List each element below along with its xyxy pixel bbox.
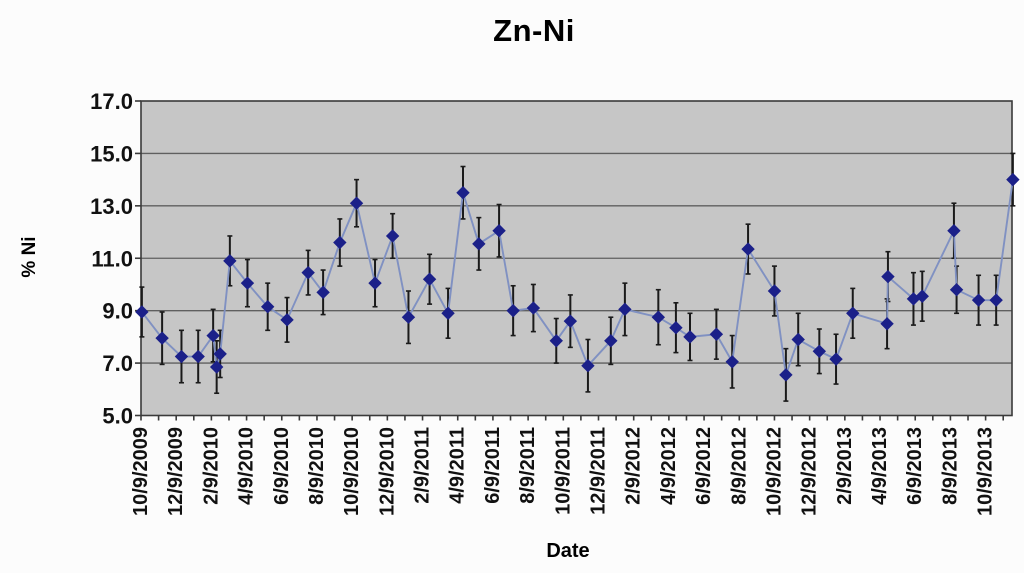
x-tick-label: 2/9/2011	[412, 427, 434, 504]
x-tick-label: 2/9/2012	[623, 427, 645, 505]
x-axis-title: Date	[546, 540, 590, 562]
data-point-marker	[506, 303, 520, 318]
x-tick-label: 12/9/2012	[799, 427, 821, 516]
data-point-marker	[683, 330, 697, 344]
data-point-marker	[604, 334, 618, 348]
data-point-marker	[333, 235, 347, 250]
x-tick-label: 4/9/2012	[658, 427, 680, 505]
x-tick-label: 10/9/2010	[341, 427, 363, 516]
x-tick-label: 12/9/2009	[165, 427, 187, 516]
x-tick-label: 8/9/2012	[728, 427, 750, 505]
data-point-marker	[240, 276, 255, 290]
chart-title: Zn-Ni	[493, 13, 575, 48]
data-point-marker	[880, 317, 894, 331]
data-point-marker	[779, 368, 793, 382]
data-point-marker	[651, 310, 666, 324]
data-point-marker	[881, 269, 895, 284]
data-point-marker	[280, 313, 294, 327]
data-point-marker	[135, 305, 149, 319]
data-point-marker	[401, 310, 416, 324]
data-point-marker	[492, 224, 506, 238]
data-point-marker	[581, 359, 595, 373]
data-point-marker	[349, 196, 364, 210]
series-markers	[135, 172, 1020, 382]
y-tick-labels: 5.0 7.0 9.0 11.0 13.0 15.0 17.0	[90, 89, 133, 429]
data-point-marker	[422, 272, 437, 286]
x-tick-label: 6/9/2013	[904, 427, 926, 505]
data-point-marker	[316, 285, 330, 300]
x-tick-label: 4/9/2011	[447, 427, 469, 504]
data-point-marker	[989, 293, 1003, 307]
x-tick-label: 10/9/2009	[130, 427, 152, 516]
y-tick-label: 11.0	[91, 246, 133, 271]
data-point-marker	[385, 229, 400, 243]
y-tick-label: 17.0	[90, 89, 133, 114]
data-point-marker	[260, 300, 275, 314]
data-point-marker	[155, 331, 169, 345]
y-axis-ticks	[135, 100, 141, 417]
x-tick-label: 8/9/2013	[939, 427, 961, 505]
h-gridlines	[141, 152, 1012, 364]
x-tick-labels: 10/9/2009 12/9/2009 2/9/2010 4/9/2010 6/9/20…	[130, 427, 997, 516]
data-point-marker	[549, 334, 563, 348]
data-point-marker	[709, 327, 724, 341]
data-point-marker	[791, 332, 805, 347]
data-point-marker	[563, 314, 578, 328]
data-point-marker	[368, 276, 382, 290]
x-tick-label: 6/9/2010	[271, 427, 293, 505]
data-point-marker	[971, 293, 986, 307]
x-tick-label: 10/9/2011	[552, 427, 574, 515]
data-point-marker	[456, 186, 470, 200]
y-tick-label: 9.0	[102, 299, 133, 324]
data-point-marker	[526, 301, 541, 315]
x-tick-label: 10/9/2012	[763, 427, 785, 516]
data-point-marker	[767, 284, 782, 298]
data-point-marker	[209, 360, 224, 374]
data-point-marker	[725, 355, 739, 369]
data-point-marker	[441, 306, 455, 320]
x-tick-label: 6/9/2012	[693, 427, 715, 505]
x-tick-label: 12/9/2011	[587, 427, 609, 515]
x-tick-label: 4/9/2010	[236, 427, 258, 505]
data-point-marker	[301, 265, 315, 280]
data-point-marker	[947, 224, 961, 238]
x-tick-label: 6/9/2011	[482, 427, 504, 504]
data-point-marker	[618, 302, 632, 317]
data-point-marker	[669, 321, 683, 335]
x-axis-ticks	[140, 415, 1005, 421]
x-tick-label: 2/9/2010	[200, 427, 222, 505]
data-point-marker	[191, 349, 205, 364]
data-point-marker	[949, 283, 964, 297]
x-tick-label: 8/9/2010	[306, 427, 328, 505]
data-point-marker	[846, 306, 860, 320]
y-tick-label: 13.0	[90, 194, 133, 219]
x-tick-label: 10/9/2013	[975, 427, 997, 516]
data-point-marker	[915, 289, 929, 303]
x-tick-label: 8/9/2011	[517, 427, 539, 504]
data-point-marker	[213, 347, 227, 361]
data-point-marker	[223, 254, 237, 268]
data-point-marker	[174, 349, 189, 364]
data-point-marker	[1006, 172, 1020, 187]
data-point-marker	[472, 237, 486, 251]
y-tick-label: 5.0	[102, 404, 133, 429]
y-tick-label: 15.0	[90, 141, 133, 166]
x-tick-label: 4/9/2013	[869, 427, 891, 505]
data-point-marker	[741, 242, 755, 256]
data-point-marker	[829, 352, 843, 366]
data-point-marker	[812, 344, 827, 358]
x-tick-label: 2/9/2013	[834, 427, 856, 505]
data-point-marker	[206, 328, 220, 343]
x-tick-label: 12/9/2010	[376, 427, 398, 516]
y-tick-label: 7.0	[102, 351, 133, 376]
